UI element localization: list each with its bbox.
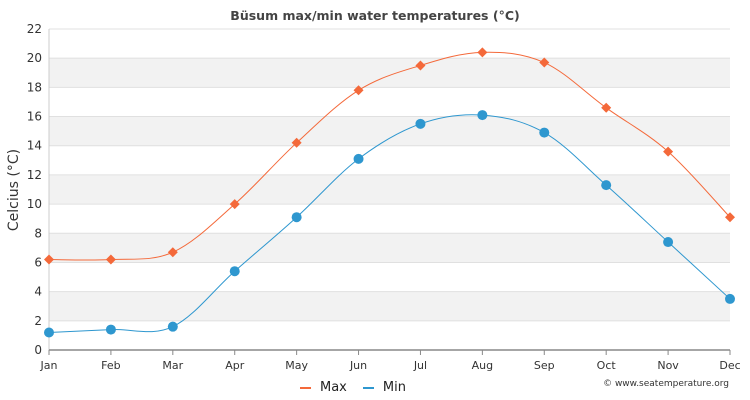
data-point-min[interactable] [291, 212, 302, 223]
y-tick-label: 18 [27, 80, 42, 94]
grid-band [49, 174, 730, 205]
x-tick-label: Nov [657, 359, 679, 372]
data-point-max[interactable] [539, 57, 550, 68]
grid-band [49, 320, 730, 350]
x-tick-label: Jun [349, 359, 367, 372]
data-point-max[interactable] [44, 254, 54, 265]
data-point-max[interactable] [167, 247, 178, 258]
grid-band [49, 58, 730, 88]
legend-item-min[interactable]: Min [362, 380, 406, 395]
data-point-min[interactable] [44, 327, 54, 338]
data-point-min[interactable] [539, 127, 550, 138]
data-point-max[interactable] [105, 254, 116, 265]
y-tick-label: 20 [27, 51, 42, 65]
x-tick-label: Mar [162, 359, 183, 372]
data-point-max[interactable] [291, 137, 302, 148]
grid-band [49, 87, 730, 117]
x-tick-label: Sep [534, 359, 555, 372]
data-point-min[interactable] [167, 321, 178, 332]
y-tick-label: 12 [27, 168, 42, 182]
grid-band [49, 262, 730, 292]
grid-band [49, 291, 730, 321]
x-tick-label: Aug [472, 359, 493, 372]
credit-text: © www.seatemperature.org [603, 379, 729, 389]
grid-band [49, 116, 730, 146]
legend-swatch-min [362, 386, 374, 389]
legend-label-min: Min [382, 380, 406, 395]
x-tick-label: Feb [101, 359, 120, 372]
grid-band [49, 204, 730, 234]
data-point-max[interactable] [229, 199, 240, 210]
data-point-min[interactable] [353, 153, 364, 164]
legend: Max Min [300, 380, 406, 395]
data-point-min[interactable] [229, 266, 240, 277]
x-tick-label: Oct [597, 359, 617, 372]
y-tick-label: 14 [27, 139, 42, 153]
legend-item-max[interactable]: Max [300, 380, 347, 395]
x-tick-label: Jul [413, 359, 427, 372]
data-point-min[interactable] [725, 293, 735, 304]
y-tick-label: 2 [34, 314, 42, 328]
data-point-min[interactable] [105, 324, 116, 335]
y-tick-label: 8 [34, 226, 42, 240]
data-point-max[interactable] [477, 47, 488, 58]
y-tick-label: 4 [34, 285, 42, 299]
x-tick-label: Dec [719, 359, 740, 372]
data-point-max[interactable] [725, 212, 735, 223]
y-tick-label: 16 [27, 110, 42, 124]
y-tick-label: 6 [34, 255, 42, 269]
y-axis-label: Celcius (°C) [6, 149, 22, 231]
grid-band [49, 233, 730, 263]
data-point-max[interactable] [353, 85, 364, 96]
data-point-min[interactable] [415, 118, 426, 129]
grid-band [49, 29, 730, 59]
data-point-max[interactable] [663, 146, 674, 157]
data-point-min[interactable] [601, 180, 612, 191]
x-tick-label: Jan [40, 359, 58, 372]
data-point-min[interactable] [477, 110, 488, 121]
legend-label-max: Max [320, 380, 347, 395]
data-point-min[interactable] [663, 237, 674, 248]
data-point-max[interactable] [601, 102, 612, 113]
y-tick-label: 10 [27, 197, 42, 211]
x-tick-label: May [285, 359, 308, 372]
data-point-max[interactable] [415, 60, 426, 71]
legend-swatch-max [300, 386, 311, 389]
y-tick-label: 0 [34, 343, 42, 357]
grid-band [49, 145, 730, 175]
y-tick-label: 22 [27, 22, 42, 36]
chart-title: Büsum max/min water temperatures (°C) [230, 8, 519, 23]
x-tick-label: Apr [225, 359, 245, 372]
